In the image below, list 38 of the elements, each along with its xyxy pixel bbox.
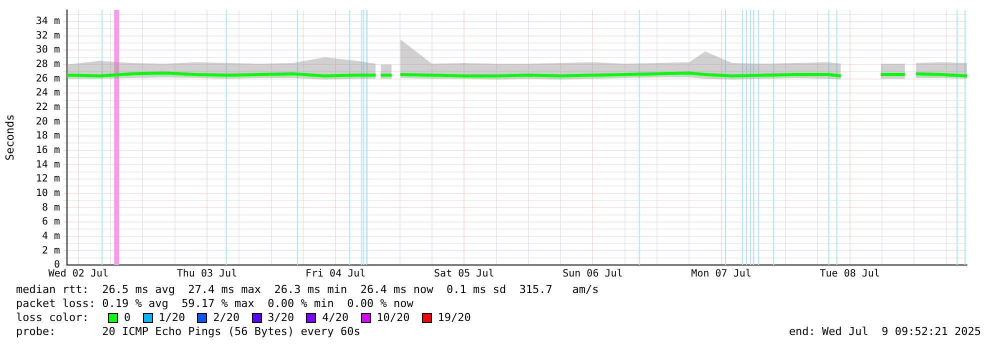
y-tick-label: 18 m: [36, 130, 60, 142]
y-axis-title: Seconds: [3, 114, 16, 161]
y-tick-label: 4 m: [42, 230, 60, 242]
legend-label: 3/20: [268, 311, 294, 325]
y-tick-label: 22 m: [36, 102, 60, 114]
y-tick-label: 32 m: [36, 30, 60, 42]
legend-label: 10/20: [376, 311, 410, 325]
legend-title: loss color:: [16, 311, 90, 325]
text: end: Wed Jul 9 09:52:21 2025: [788, 325, 981, 339]
y-tick-label: 6 m: [42, 216, 60, 228]
y-tick-label: 2 m: [42, 245, 60, 256]
y-tick-label: 16 m: [36, 144, 60, 156]
x-tick-label: Fri 04 Jul: [305, 268, 366, 280]
x-tick-label: Wed 02 Jul: [48, 268, 109, 280]
y-tick-label: 26 m: [36, 73, 60, 84]
x-tick-label: Thu 03 Jul: [176, 268, 238, 280]
y-tick-label: 14 m: [36, 159, 60, 170]
legend-label: 2/20: [213, 311, 240, 325]
text: packet loss: 0.19 % avg 59.17 % max 0.00 % min 0.00 % now: [16, 297, 414, 311]
x-tick-label: Sun 06 Jul: [562, 268, 623, 280]
y-tick-label: 0: [54, 260, 60, 271]
legend-label: 1/20: [158, 311, 186, 325]
text: median rtt: 26.5 ms avg 27.4 ms max 26.3 ms min 26.4 ms now 0.1 ms sd 315.7 am/s: [16, 283, 600, 297]
legend-label: 19/20: [438, 311, 471, 325]
x-tick-label: Tue 08 Jul: [820, 268, 880, 280]
y-tick-label: 8 m: [42, 202, 60, 214]
y-tick-label: 30 m: [36, 44, 60, 56]
text: probe: 20 ICMP Echo Pings (56 Bytes) every 60s: [16, 325, 360, 339]
x-tick-label: Mon 07 Jul: [691, 268, 752, 280]
x-tick-label: Sat 05 Jul: [434, 268, 494, 280]
y-tick-label: 20 m: [36, 116, 60, 128]
y-tick-label: 12 m: [36, 174, 60, 185]
legend-label: 0: [124, 311, 131, 325]
y-tick-label: 34 m: [36, 16, 60, 28]
y-tick-label: 10 m: [36, 188, 60, 199]
legend-label: 4/20: [322, 311, 349, 325]
y-tick-label: 24 m: [36, 88, 60, 99]
y-tick-label: 28 m: [36, 59, 60, 70]
